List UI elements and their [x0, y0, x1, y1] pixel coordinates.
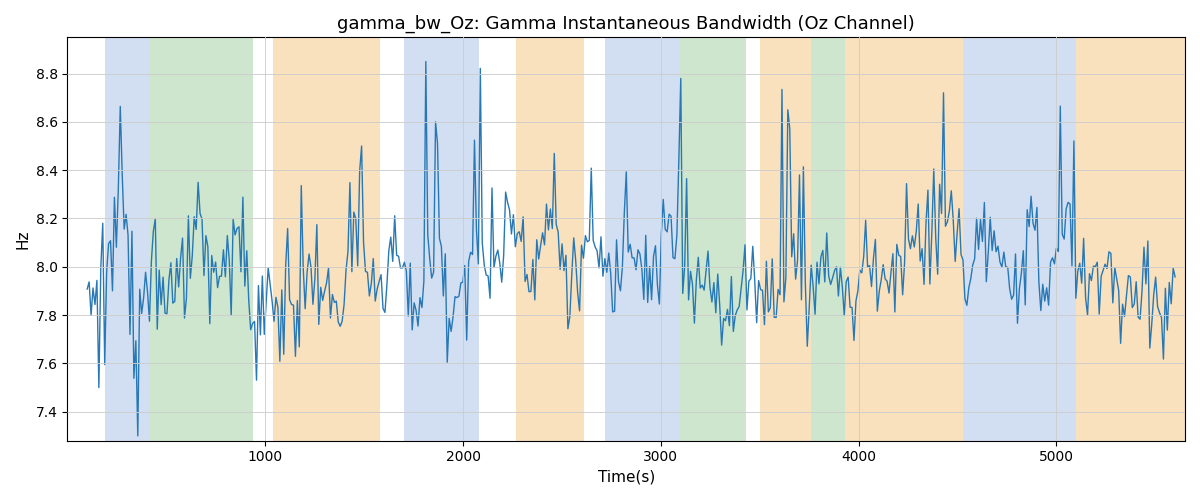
Bar [274, 38, 380, 440]
Y-axis label: Hz: Hz [16, 230, 30, 249]
X-axis label: Time(s): Time(s) [598, 470, 655, 485]
Bar [104, 38, 150, 440]
Bar [845, 38, 964, 440]
Bar [1076, 38, 1186, 440]
Bar [403, 38, 479, 440]
Bar [150, 38, 253, 440]
Title: gamma_bw_Oz: Gamma Instantaneous Bandwidth (Oz Channel): gamma_bw_Oz: Gamma Instantaneous Bandwid… [337, 15, 916, 34]
Bar [811, 38, 845, 440]
Bar [650, 38, 679, 440]
Bar [964, 38, 1076, 440]
Bar [760, 38, 811, 440]
Bar [606, 38, 650, 440]
Bar [516, 38, 583, 440]
Bar [679, 38, 746, 440]
